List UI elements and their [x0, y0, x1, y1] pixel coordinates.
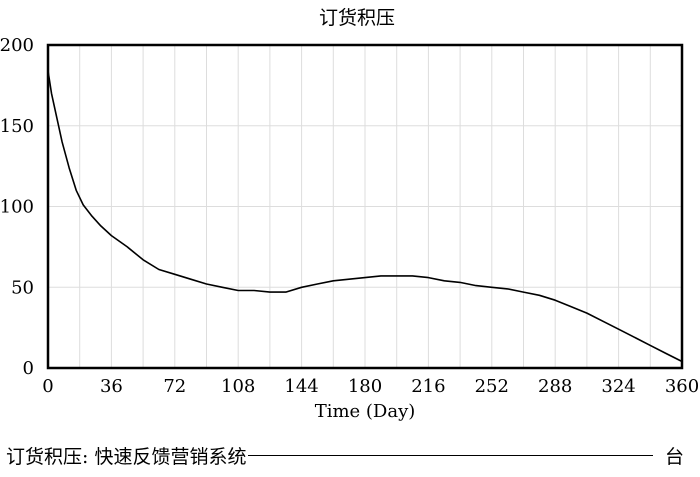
- x-tick-label: 72: [163, 376, 186, 397]
- x-tick-label: 216: [411, 376, 445, 397]
- x-tick-label: 252: [475, 376, 509, 397]
- x-tick-label: 288: [538, 376, 572, 397]
- x-tick-label: 144: [284, 376, 318, 397]
- legend: 订货积压: 快速反馈营销系统 台: [6, 441, 684, 469]
- x-tick-label: 36: [100, 376, 123, 397]
- series-line-0: [47, 70, 683, 363]
- x-tick-label: 324: [601, 376, 635, 397]
- series-layer: [47, 70, 683, 363]
- y-tick-label: 200: [0, 35, 34, 56]
- legend-unit: 台: [664, 445, 684, 468]
- x-tick-label: 108: [221, 376, 255, 397]
- y-tick-label: 50: [11, 277, 34, 298]
- chart-title: 订货积压: [319, 7, 395, 29]
- y-tick-label: 150: [0, 116, 34, 137]
- legend-series-line: [248, 454, 653, 456]
- y-tick-label: 0: [23, 358, 34, 379]
- x-tick-label: 360: [665, 376, 699, 397]
- x-tick-label: 180: [348, 376, 382, 397]
- x-axis-label: Time (Day): [315, 401, 416, 422]
- tick-labels: 0 36 72 108 144 180 216 252 288 324 360 0 50 100 150 20…: [0, 35, 699, 397]
- x-tick-label: 0: [42, 376, 53, 397]
- plot-frame: [46, 43, 684, 370]
- grid: [48, 45, 682, 368]
- legend-series-name: 订货积压: 快速反馈营销系统: [6, 445, 247, 468]
- y-tick-label: 100: [0, 197, 34, 218]
